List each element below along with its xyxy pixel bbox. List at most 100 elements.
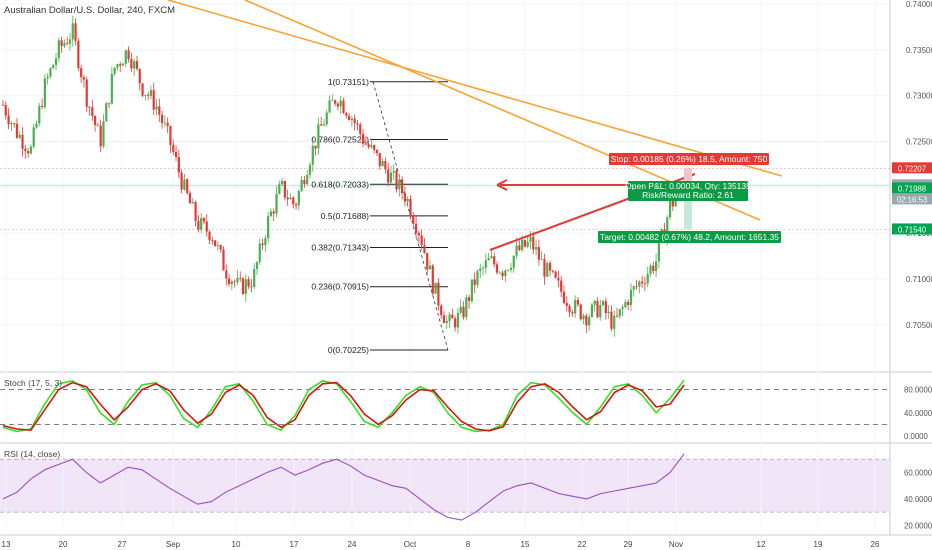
candle-body	[113, 67, 116, 74]
candle-body	[54, 58, 58, 65]
candle-body	[27, 151, 30, 154]
candle-body	[501, 272, 504, 276]
long-position-tool[interactable]: Stop: 0.00185 (0.26%) 18.5, Amount: 750 O…	[598, 153, 781, 243]
candle-body	[389, 172, 393, 183]
candle-body	[253, 269, 256, 287]
candle-body	[437, 282, 440, 306]
candle-body	[618, 309, 621, 317]
rr-label: Risk/Reward Ratio: 2.61	[642, 190, 734, 200]
candle-body	[484, 260, 487, 268]
candle-body	[29, 146, 33, 154]
rr-label-bg[interactable]	[628, 190, 748, 201]
candle-body	[339, 100, 342, 107]
candle-body	[543, 258, 546, 277]
candle-body	[512, 255, 515, 268]
candle-body	[465, 297, 468, 318]
candle-body	[308, 164, 312, 175]
candle-body	[63, 43, 66, 46]
candle-body	[610, 311, 613, 329]
target-label-bg[interactable]	[598, 231, 781, 243]
candle-body	[615, 315, 619, 317]
time-tick-label: 12	[757, 540, 766, 549]
candle-body	[395, 170, 398, 190]
rsi-title: RSI (14, close)	[4, 449, 60, 459]
candle-body	[317, 124, 320, 149]
candle-body	[32, 127, 35, 147]
candle-body	[107, 103, 111, 105]
candle-body	[417, 232, 420, 236]
stop-zone[interactable]	[684, 168, 692, 186]
candle-body	[507, 269, 510, 271]
time-tick-label: 13	[2, 540, 11, 549]
candle-body	[289, 197, 292, 200]
stop-label-bg[interactable]	[609, 153, 769, 165]
time-tick-label: Sep	[166, 540, 181, 549]
candle-body	[551, 270, 554, 272]
candle-body	[627, 301, 630, 305]
candle-body	[21, 134, 24, 149]
candle-body	[197, 220, 200, 230]
time-tick-label: 26	[871, 540, 880, 549]
time-tick-label: 17	[290, 540, 299, 549]
candle-body	[322, 124, 326, 126]
candle-body	[202, 218, 206, 222]
candle-body	[314, 145, 317, 149]
time-tick-label: 8	[466, 540, 471, 549]
arrow-head-icon	[496, 179, 508, 191]
candle-body	[668, 200, 672, 218]
candle-body	[537, 247, 540, 260]
candle-body	[269, 211, 273, 217]
target-label: Target: 0.00482 (0.67%) 48.2, Amount: 16…	[600, 232, 779, 242]
candle-body	[110, 73, 113, 104]
stoch-pane[interactable]: 80.0000 40.0000 0.0000	[0, 379, 932, 441]
candle-body	[596, 300, 599, 318]
candle-body	[10, 123, 13, 125]
candle-body	[183, 179, 186, 190]
price-axis-area[interactable]	[890, 0, 932, 550]
candle-body	[138, 68, 141, 84]
candle-body	[467, 297, 471, 301]
candle-body	[403, 193, 407, 202]
candle-body	[169, 126, 172, 145]
time-tick-label: 19	[814, 540, 823, 549]
candle-body	[188, 193, 192, 204]
candle-body	[526, 241, 529, 247]
candle-body	[353, 118, 356, 124]
candle-body	[456, 312, 460, 328]
candle-body	[350, 118, 353, 120]
candle-body	[426, 253, 429, 270]
candle-body	[7, 115, 10, 125]
target-zone[interactable]	[684, 185, 692, 230]
candle-body	[247, 279, 250, 287]
candle-body	[375, 149, 379, 153]
trendline-upper[interactable]	[167, 0, 783, 177]
candle-body	[442, 315, 446, 324]
candle-body	[60, 40, 63, 46]
candle-body	[613, 315, 616, 329]
candle-body	[124, 50, 127, 64]
candle-body	[94, 116, 97, 126]
candle-body	[398, 179, 401, 190]
candle-body	[641, 281, 644, 284]
candle-body	[590, 304, 593, 317]
candle-body	[144, 94, 147, 96]
candle-body	[255, 262, 259, 270]
candle-body	[163, 122, 166, 124]
candle-body	[599, 305, 602, 318]
candle-body	[562, 291, 566, 303]
candle-body	[311, 145, 314, 165]
candle-body	[211, 240, 214, 242]
rsi-pane[interactable]: 60.0000 40.0000 20.0000	[0, 453, 932, 530]
candle-body	[392, 170, 395, 173]
candle-body	[177, 157, 180, 173]
candle-body	[560, 280, 563, 292]
time-tick-label: Nov	[669, 540, 683, 549]
candle-body	[46, 76, 49, 79]
open-label-bg[interactable]	[628, 181, 748, 192]
candle-body	[431, 265, 434, 294]
candle-body	[99, 125, 102, 147]
candle-body	[445, 320, 448, 324]
